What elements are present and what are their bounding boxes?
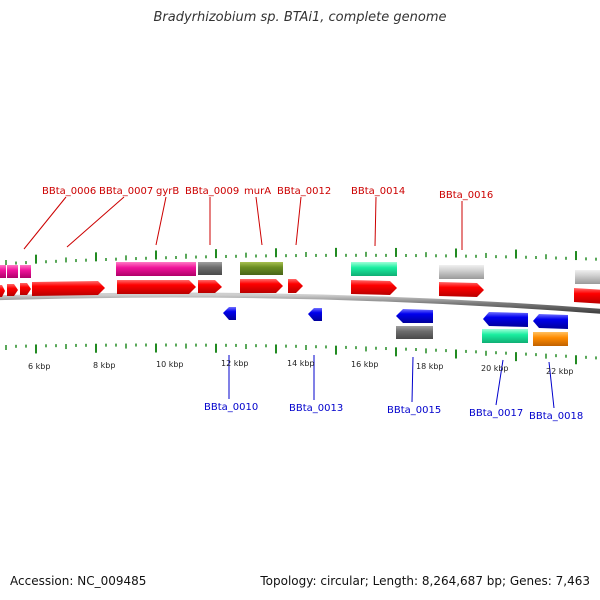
- scale-label: 10 kbp: [156, 360, 184, 369]
- feature-box-gray-0009: [198, 262, 222, 275]
- gene-label-bbta-0017: BBta_0017: [469, 408, 523, 419]
- scale-labels: 6 kbp 8 kbp 10 kbp 12 kbp 14 kbp 16 kbp …: [28, 359, 574, 376]
- feature-box-orange-0018: [533, 332, 568, 346]
- forward-gene-arrow-edge: [574, 288, 600, 304]
- gene-label-gyrb: gyrB: [156, 186, 179, 197]
- genome-backbone: [0, 292, 600, 314]
- scale-label: 20 kbp: [481, 364, 509, 373]
- gene-label-bbta-0016: BBta_0016: [439, 190, 493, 201]
- reverse-gene-arrow-0018: [533, 314, 568, 329]
- scale-label: 14 kbp: [287, 359, 315, 368]
- feature-box-pink-3: [20, 265, 31, 278]
- scale-label: 6 kbp: [28, 362, 50, 371]
- reverse-gene-arrow-0013: [308, 308, 322, 321]
- feature-box-silver-edge: [575, 270, 600, 284]
- forward-feature-boxes: [0, 262, 600, 284]
- gene-label-mura: murA: [244, 186, 271, 197]
- forward-gene-arrow-0007: [32, 281, 105, 296]
- reverse-gene-arrow-0010: [223, 307, 236, 320]
- leader-line: [411, 356, 414, 403]
- gene-label-bbta-0012: BBta_0012: [277, 186, 331, 197]
- feature-box-pink-1: [0, 265, 6, 278]
- leader-line: [548, 361, 555, 409]
- reverse-gene-arrow-0017: [483, 312, 528, 327]
- gene-label-bbta-0018: BBta_0018: [529, 411, 583, 422]
- reverse-gene-arrow-0015: [396, 309, 433, 323]
- forward-gene-arrow: [20, 283, 31, 295]
- gene-label-bbta-0014: BBta_0014: [351, 186, 405, 197]
- gene-label-bbta-0013: BBta_0013: [289, 403, 343, 414]
- forward-tick-ring: [5, 247, 597, 265]
- leader-line: [66, 196, 125, 248]
- feature-box-pink-gyrB: [116, 262, 196, 276]
- scale-label: 12 kbp: [221, 359, 249, 368]
- forward-gene-arrow-murA: [240, 279, 283, 293]
- forward-genes: [0, 279, 600, 304]
- accession-text: Accession: NC_009485: [10, 574, 147, 588]
- feature-box-olive-murA: [240, 262, 283, 275]
- reverse-leader-lines: [228, 355, 555, 409]
- feature-box-mint-0017: [482, 329, 528, 343]
- forward-gene-arrow: [0, 285, 5, 297]
- leader-line: [295, 196, 302, 246]
- forward-leader-lines: [23, 196, 463, 250]
- reverse-genes: [223, 307, 568, 329]
- forward-gene-arrow-0014: [351, 280, 397, 295]
- forward-gene-arrow: [7, 284, 18, 296]
- reverse-gene-labels: BBta_0010 BBta_0013 BBta_0015 BBta_0017 …: [204, 402, 583, 422]
- reverse-tick-ring: [5, 343, 597, 365]
- reverse-feature-boxes: [396, 326, 568, 346]
- forward-gene-arrow-0009: [198, 280, 222, 293]
- genome-stats-text: Topology: circular; Length: 8,264,687 bp…: [260, 574, 590, 588]
- gene-label-bbta-0009: BBta_0009: [185, 186, 239, 197]
- feature-box-pink-2: [7, 265, 18, 278]
- leader-line: [374, 196, 377, 247]
- scale-label: 18 kbp: [416, 362, 444, 371]
- feature-box-gray-0015: [396, 326, 433, 339]
- leader-line: [23, 196, 67, 250]
- leader-line: [155, 196, 167, 246]
- scale-label: 22 kbp: [546, 367, 574, 376]
- genome-title: Bradyrhizobium sp. BTAi1, complete genom…: [153, 10, 447, 25]
- feature-box-silver-0016: [439, 265, 484, 279]
- forward-gene-arrow-0012: [288, 279, 303, 293]
- leader-line: [495, 359, 504, 406]
- forward-gene-labels: BBta_0006 BBta_0007 gyrB BBta_0009 murA …: [42, 186, 493, 201]
- scale-label: 16 kbp: [351, 360, 379, 369]
- forward-gene-arrow-gyrB: [117, 280, 196, 294]
- feature-box-mint-0014: [351, 262, 397, 276]
- gene-label-bbta-0007: BBta_0007: [99, 186, 153, 197]
- gene-label-bbta-0006: BBta_0006: [42, 186, 96, 197]
- forward-gene-arrow-0016: [439, 282, 484, 297]
- scale-label: 8 kbp: [93, 361, 115, 370]
- gene-label-bbta-0015: BBta_0015: [387, 405, 441, 416]
- leader-line: [255, 196, 263, 246]
- gene-label-bbta-0010: BBta_0010: [204, 402, 258, 413]
